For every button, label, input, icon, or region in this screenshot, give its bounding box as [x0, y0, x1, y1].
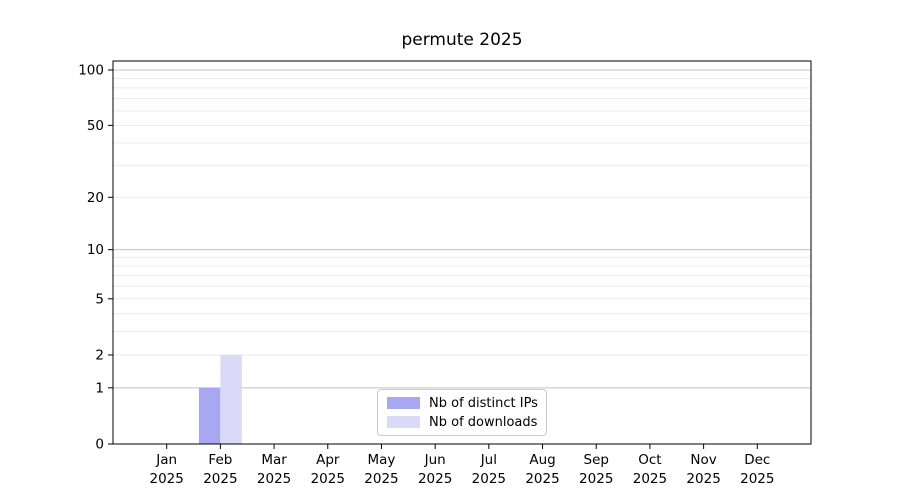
x-tick-label-month-sep-2025: Sep [584, 452, 609, 468]
x-tick-label-month-apr-2025: Apr [316, 452, 340, 468]
x-tick-label-year-nov-2025: 2025 [686, 471, 720, 487]
x-tick-label-month-oct-2025: Oct [638, 452, 661, 468]
x-tick-label-month-aug-2025: Aug [529, 452, 555, 468]
x-tick-label-year-jan-2025: 2025 [150, 471, 184, 487]
x-tick-label-month-jun-2025: Jun [424, 452, 446, 468]
x-tick-label-year-jul-2025: 2025 [472, 471, 506, 487]
x-tick-label-month-feb-2025: Feb [208, 452, 232, 468]
x-tick-label-year-may-2025: 2025 [364, 471, 398, 487]
chart-title: permute 2025 [401, 30, 523, 50]
x-tick-label-month-mar-2025: Mar [261, 452, 287, 468]
bar-nb-of-distinct-ips-feb-2025 [198, 387, 221, 444]
y-tick-label-0: 0 [95, 437, 104, 453]
y-tick-label-50: 50 [87, 118, 104, 134]
x-tick-label-year-oct-2025: 2025 [633, 471, 667, 487]
x-tick-label-year-apr-2025: 2025 [311, 471, 345, 487]
x-tick-label-year-aug-2025: 2025 [525, 471, 559, 487]
x-tick-label-year-sep-2025: 2025 [579, 471, 613, 487]
y-tick-label-5: 5 [95, 291, 104, 307]
legend-label-downloads: Nb of downloads [429, 414, 538, 430]
legend-item-downloads: Nb of downloads [387, 414, 538, 430]
y-tick-label-1: 1 [95, 380, 104, 396]
bar-nb-of-downloads-feb-2025 [220, 354, 242, 444]
plot-border [112, 60, 812, 445]
x-tick-label-month-jul-2025: Jul [480, 452, 497, 468]
y-tick-label-20: 20 [87, 190, 104, 206]
legend: Nb of distinct IPs Nb of downloads [377, 389, 547, 436]
x-tick-label-month-dec-2025: Dec [744, 452, 770, 468]
legend-item-distinct-ips: Nb of distinct IPs [387, 395, 538, 411]
x-tick-label-year-dec-2025: 2025 [740, 471, 774, 487]
legend-label-distinct-ips: Nb of distinct IPs [429, 395, 538, 411]
x-tick-label-month-nov-2025: Nov [690, 452, 716, 468]
y-tick-label-100: 100 [78, 63, 104, 79]
x-tick-label-month-jan-2025: Jan [155, 452, 177, 468]
legend-swatch-downloads-icon [387, 416, 420, 428]
x-tick-label-year-feb-2025: 2025 [203, 471, 237, 487]
x-tick-label-month-may-2025: May [368, 452, 396, 468]
legend-swatch-distinct-ips-icon [387, 397, 420, 409]
x-tick-label-year-jun-2025: 2025 [418, 471, 452, 487]
y-tick-label-2: 2 [95, 347, 104, 363]
x-tick-label-year-mar-2025: 2025 [257, 471, 291, 487]
y-tick-label-10: 10 [87, 242, 104, 258]
